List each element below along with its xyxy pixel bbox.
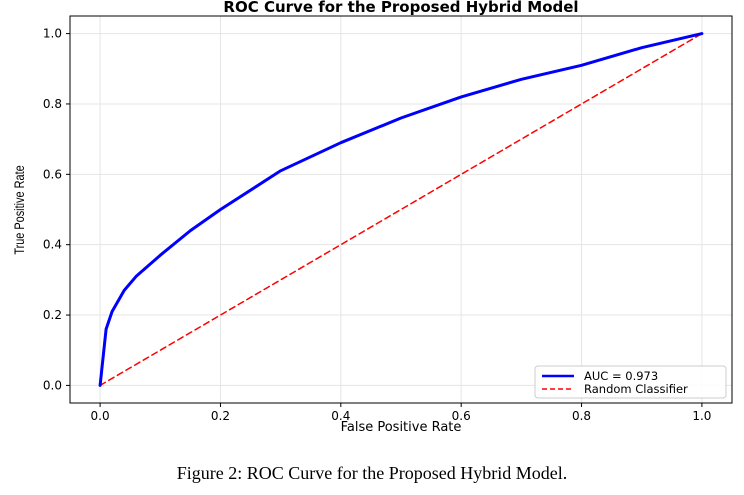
legend: AUC = 0.973 Random Classifier (534, 365, 727, 399)
legend-box (534, 365, 727, 399)
grid (70, 16, 732, 403)
y-tick-label: 0.8 (43, 97, 62, 111)
x-tick-label: 0.8 (572, 409, 591, 423)
y-axis-label: True Positive Rate (12, 165, 28, 254)
legend-label-auc: AUC = 0.973 (584, 369, 658, 383)
chart-title: ROC Curve for the Proposed Hybrid Model (223, 0, 578, 16)
x-tick-label: 0.2 (211, 409, 230, 423)
data-series (98, 32, 704, 387)
roc-chart: ROC Curve for the Proposed Hybrid Model … (12, 0, 733, 435)
random-classifier-line (99, 32, 703, 387)
y-tick-label: 0.6 (43, 167, 62, 181)
y-tick-label: 0.0 (43, 378, 62, 392)
roc-curve-line (98, 32, 704, 387)
y-tick-label: 0.2 (43, 308, 62, 322)
legend-label-random: Random Classifier (584, 382, 688, 396)
x-tick-label: 0.0 (91, 409, 110, 423)
x-tick-label: 1.0 (692, 409, 711, 423)
plot-frame (69, 15, 733, 404)
x-tick-label: 0.6 (452, 409, 471, 423)
x-tick-label: 0.4 (331, 409, 350, 423)
figure-caption: Figure 2: ROC Curve for the Proposed Hyb… (176, 463, 568, 483)
y-tick-label: 0.4 (43, 238, 62, 252)
axis-ticks: 0.0 0.2 0.4 0.6 0.8 1.0 0.0 0.2 0.4 0.6 0.8 1.0 (43, 27, 712, 423)
x-axis-label: False Positive Rate (341, 420, 462, 435)
y-tick-label: 1.0 (43, 27, 62, 41)
